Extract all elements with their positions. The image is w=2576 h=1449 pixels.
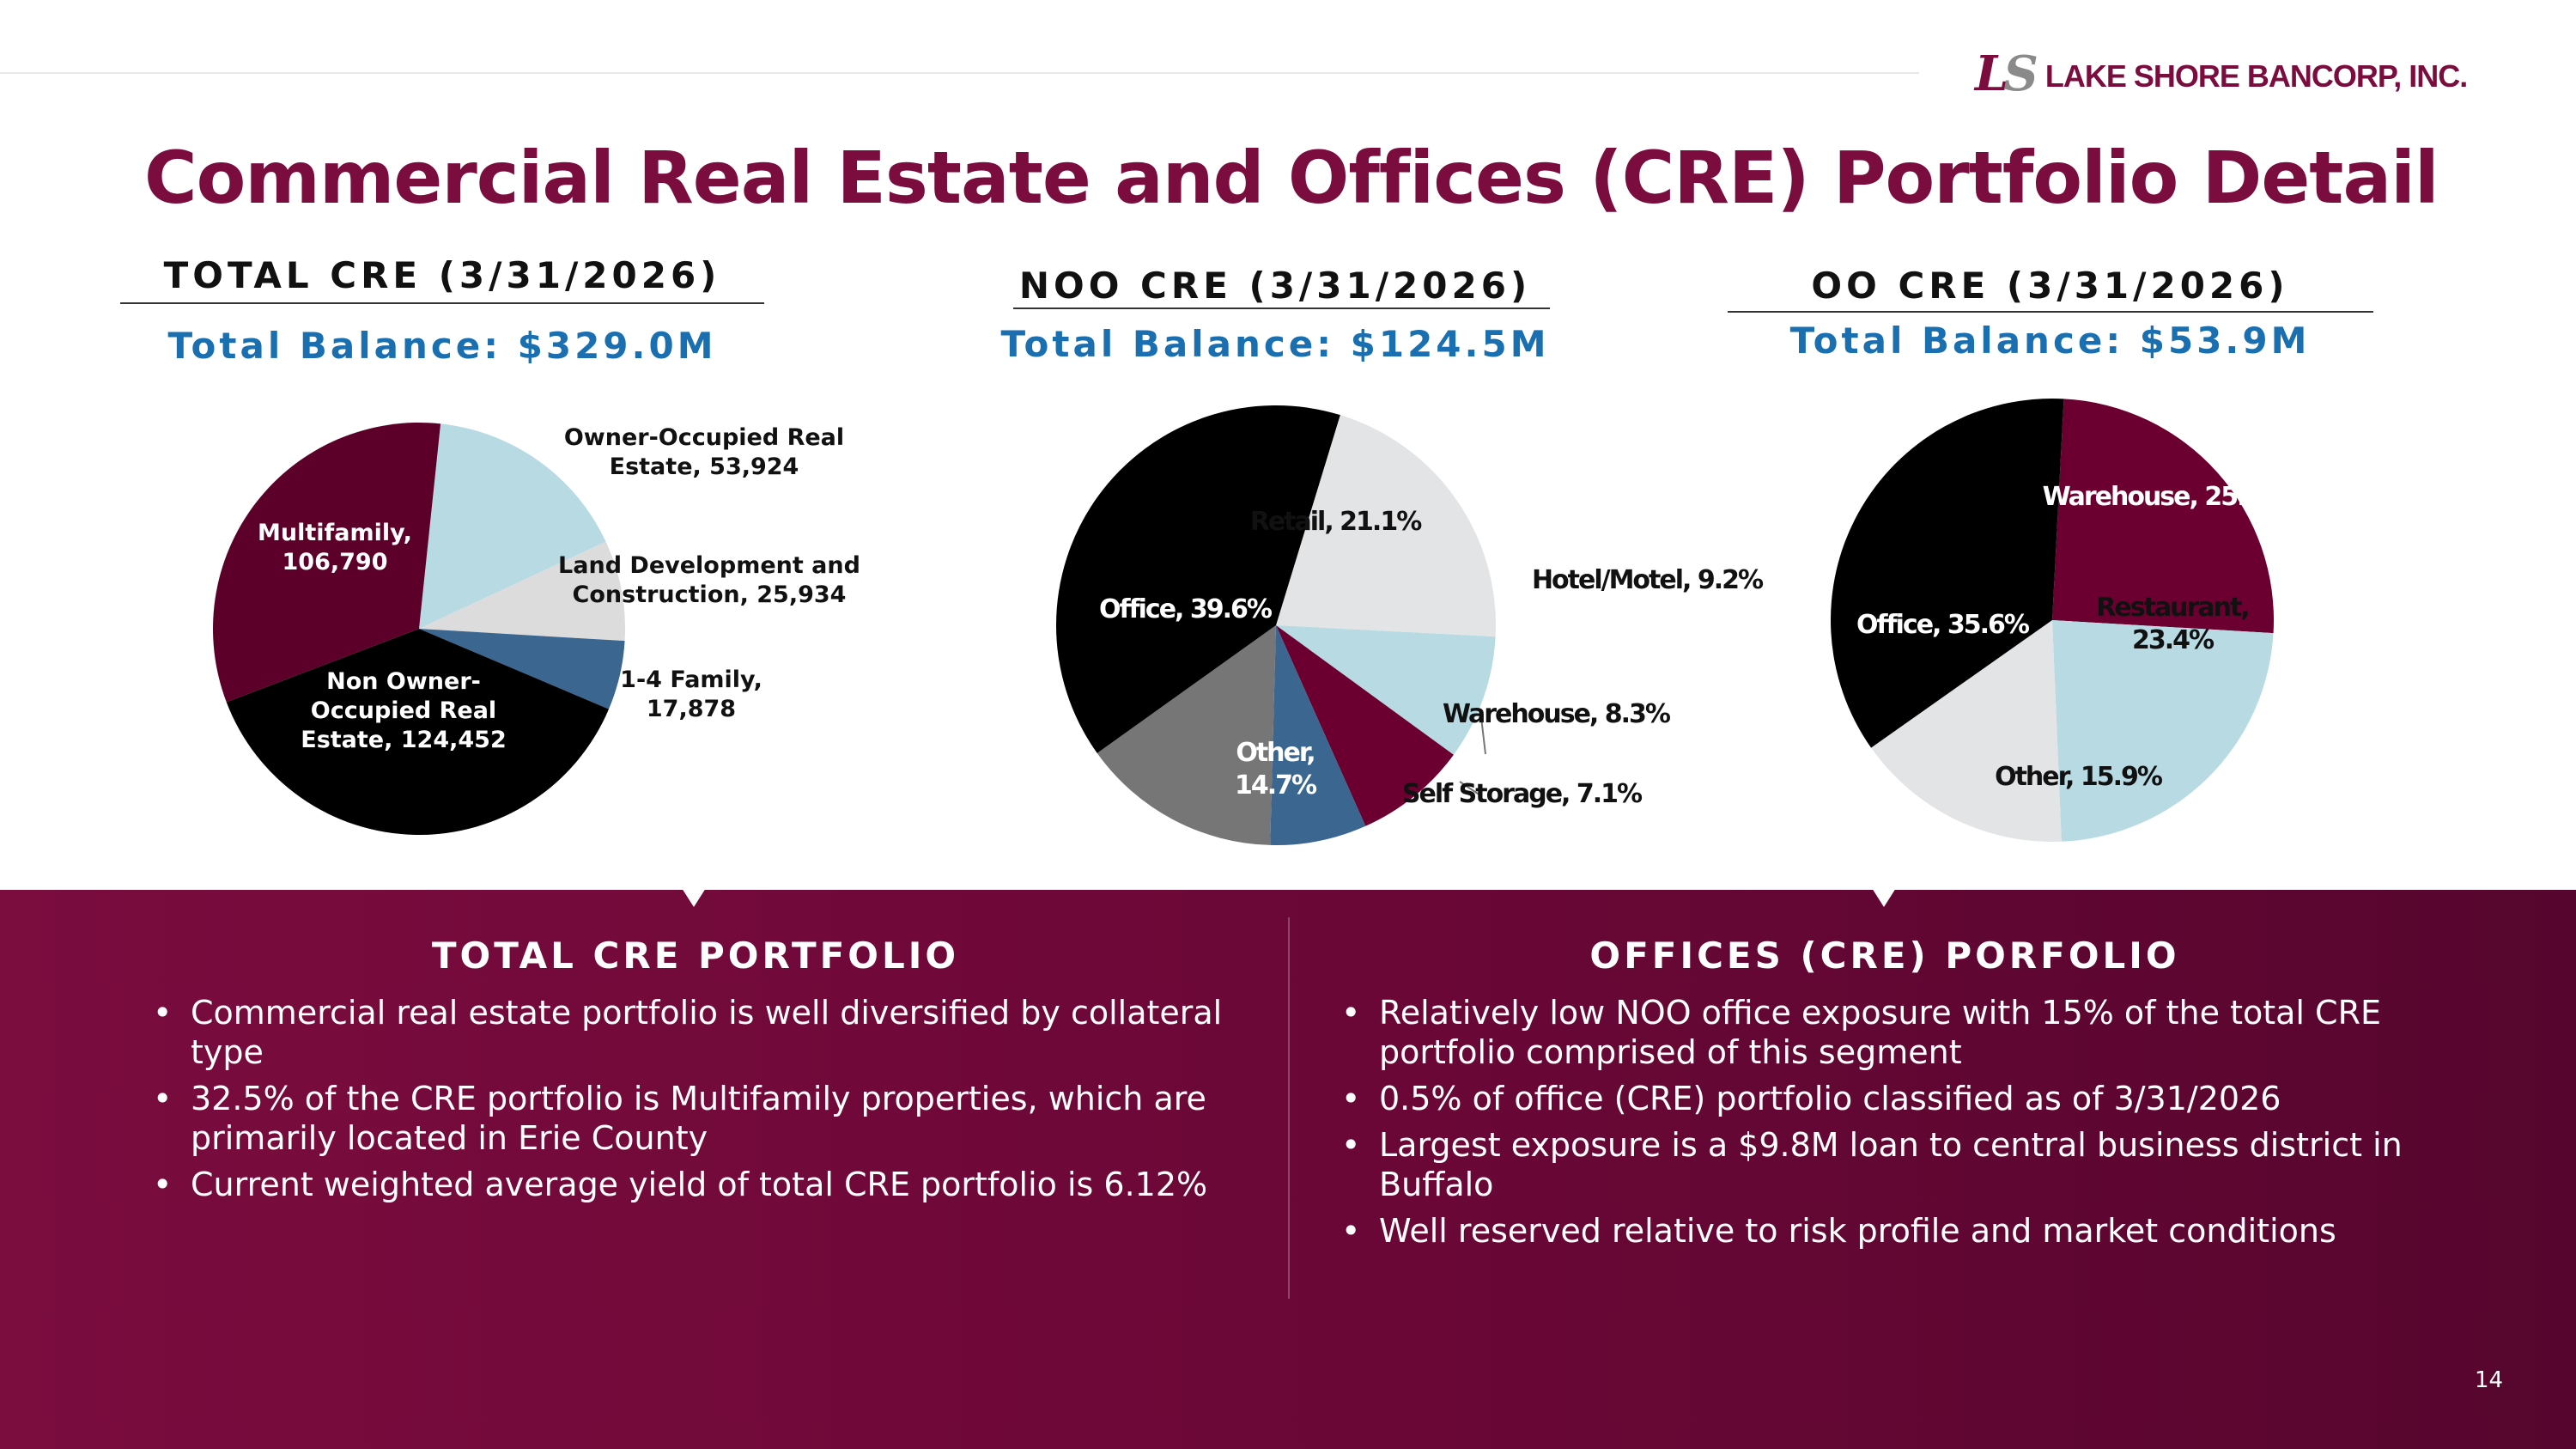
page-number: 14 (2475, 1367, 2504, 1393)
pie-slice (419, 629, 625, 709)
pie-chart-noo-cre: Retail, 21.1% Hotel/Motel, 9.2% Warehouse,… (1055, 405, 1765, 845)
pie-charts: Owner-Occupied Real Estate, 53,924 Land De… (213, 399, 2288, 845)
slice-label: Owner-Occupied Real Estate, 53,924 (564, 424, 844, 480)
pie-slice (1276, 415, 1496, 637)
bullet-list-total-cre: Commercial real estate portfolio is well… (153, 993, 1243, 1211)
slice-label: Retail, 21.1% (1250, 507, 1422, 537)
section-title-total-cre: TOTAL CRE PORTFOLIO (431, 935, 960, 977)
chart-heading-rule (1728, 311, 2373, 313)
chart-balance-noo: Total Balance: $124.5M (1000, 323, 1550, 365)
callout-notch (1872, 888, 1896, 907)
list-item: Well reserved relative to risk profile a… (1341, 1211, 2415, 1251)
pie-slice (1830, 399, 2064, 748)
slice-label: Office, 39.6% (1099, 594, 1273, 624)
chart-heading-oo: OO CRE (3/31/2026) (1811, 265, 2289, 307)
pie-slice (213, 422, 441, 703)
list-item: 32.5% of the CRE portfolio is Multifamil… (153, 1079, 1243, 1158)
header-rule (0, 72, 1919, 74)
slice-label: Non Owner-Occupied Real Estate, 124,452 (301, 668, 507, 753)
list-item: Relatively low NOO office exposure with … (1341, 993, 2415, 1072)
pie-slice (2052, 399, 2274, 634)
slice-label: Hotel/Motel, 9.2% (1532, 565, 1764, 595)
bullet-list-offices: Relatively low NOO office exposure with … (1341, 993, 2415, 1257)
chart-heading-rule (120, 302, 764, 304)
pie-slice (1097, 625, 1276, 845)
slice-label: Restaurant, 23.4% (2096, 593, 2248, 655)
logo-monogram: LS (1975, 46, 2038, 102)
callout-notch (682, 888, 706, 907)
list-item: Largest exposure is a $9.8M loan to cent… (1341, 1125, 2415, 1204)
list-item: 0.5% of office (CRE) portfolio classifie… (1341, 1079, 2415, 1118)
company-logo: LS LAKE SHORE BANCORP, INC. (1975, 46, 2468, 102)
slice-label: Office, 35.6% (1856, 610, 2030, 640)
chart-heading-rule (1013, 307, 1550, 309)
leader-line (1480, 716, 1486, 755)
pie-slice (1276, 625, 1496, 755)
slice-label: Other, 14.7% (1235, 738, 1317, 801)
pie-slice (2052, 620, 2274, 842)
slice-label: Warehouse, 25.1% (2043, 482, 2287, 512)
slice-label: Other, 15.9% (1995, 762, 2163, 792)
pie-slice (419, 423, 606, 629)
chart-heading-noo: NOO CRE (3/31/2026) (1018, 265, 1532, 307)
pie-slice (1270, 625, 1366, 845)
pie-slice (1055, 405, 1340, 753)
slice-label: Land Development and Construction, 25,934 (558, 552, 860, 608)
slice-label: 1-4 Family, 17,878 (620, 667, 762, 722)
pie-slice (1276, 625, 1454, 826)
pie-chart-oo-cre: Warehouse, 25.1% Restaurant, 23.4% Other, 1… (1830, 399, 2288, 842)
slice-label: Multifamily, 106,790 (258, 520, 412, 575)
section-divider (1288, 917, 1290, 1299)
chart-heading-total: TOTAL CRE (3/31/2026) (163, 254, 721, 296)
chart-balance-total: Total Balance: $329.0M (167, 325, 717, 367)
list-item: Commercial real estate portfolio is well… (153, 993, 1243, 1072)
page-title: Commercial Real Estate and Offices (CRE)… (144, 136, 2439, 220)
chart-balance-oo: Total Balance: $53.9M (1789, 320, 2311, 362)
slice-label: Warehouse, 8.3% (1443, 699, 1671, 729)
section-title-offices: OFFICES (CRE) PORFOLIO (1589, 935, 2180, 977)
pie-chart-total-cre: Owner-Occupied Real Estate, 53,924 Land De… (213, 422, 860, 836)
pie-slice (1871, 620, 2062, 842)
list-item: Current weighted average yield of total … (153, 1165, 1243, 1204)
logo-wordmark: LAKE SHORE BANCORP, INC. (2044, 58, 2468, 94)
slice-label: Self Storage, 7.1% (1402, 779, 1643, 809)
pie-slice (419, 541, 625, 642)
pie-slice (226, 629, 609, 836)
leader-line (1459, 781, 1481, 796)
